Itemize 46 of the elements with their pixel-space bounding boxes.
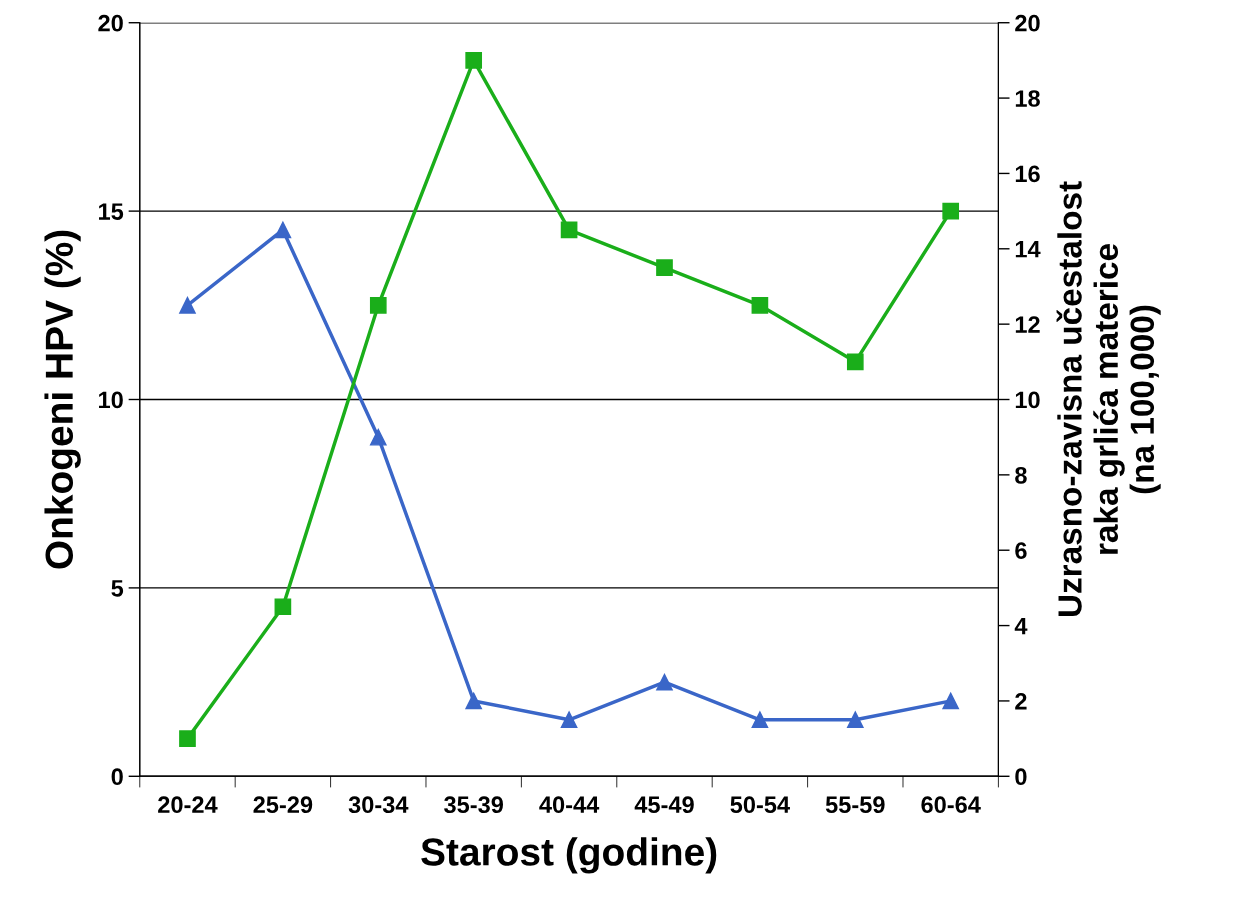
y2-tick-label: 6 [1015,542,1027,560]
x-tick-label: 35-39 [444,796,504,814]
y2-axis-title: Uzrasno-zavisna učestalost raka grlića materice (na 100,000) [1056,181,1161,617]
point [656,259,673,276]
y2-tick-label: 2 [1015,693,1027,710]
x-tick-label: 30-34 [348,796,409,814]
point [179,730,196,747]
point [465,692,483,710]
x-tick-label: 45-49 [634,796,694,814]
x-axis-title: Starost (godine) [421,837,717,874]
x-tick-label: 20-24 [158,796,218,814]
x-tick-label: 50-54 [730,796,790,814]
y2-tick-label: 10 [1015,391,1040,409]
point [274,598,292,616]
point [465,52,483,69]
point [846,353,864,371]
y-tick-label: 20 [98,14,123,32]
point [751,296,769,314]
y2-tick-label: 16 [1015,165,1040,183]
y2-tick-label: 8 [1015,466,1027,484]
point [179,296,196,314]
point [751,711,769,729]
y-tick-label: 10 [99,391,123,409]
y-axis-title: Onkogeni HPV (%) [44,230,81,569]
x-tick-label: 40-44 [539,796,600,814]
x-tick-label: 55-59 [825,796,885,814]
point [274,221,292,239]
x-tick-label: 60-64 [921,796,981,814]
point [560,711,578,729]
x-tick-label: 25-29 [253,796,313,814]
y-tick-label: 15 [99,203,124,220]
y2-tick-label: 18 [1015,90,1040,107]
y2-tick-label: 20 [1015,14,1040,32]
y2-tick-label: 0 [1015,768,1027,786]
point [942,202,960,220]
point [560,221,578,239]
y-tick-label: 5 [111,580,124,597]
point [369,296,387,314]
point [656,673,673,691]
y-tick-label: 0 [111,768,123,786]
point [369,428,387,446]
y2-tick-label: 14 [1015,241,1041,258]
y2-tick-label: 4 [1014,617,1028,635]
point [846,711,864,729]
y2-tick-label: 12 [1015,316,1040,333]
point [942,692,960,710]
